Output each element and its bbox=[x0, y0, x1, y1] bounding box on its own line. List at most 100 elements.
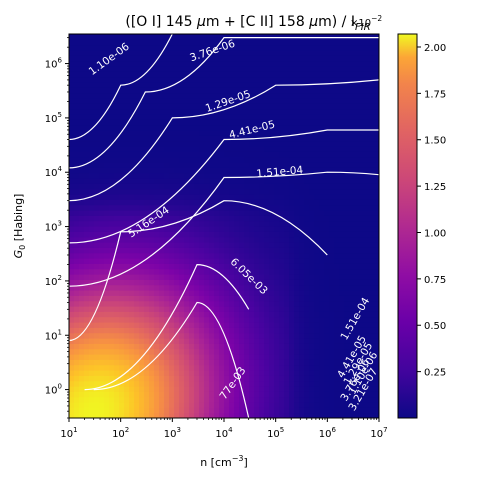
heatmap-cell bbox=[229, 359, 235, 366]
heatmap-cell bbox=[99, 210, 105, 216]
y-tick-label: 106 bbox=[45, 57, 63, 71]
heatmap-cell bbox=[189, 300, 195, 307]
heatmap-cell bbox=[344, 135, 350, 142]
heatmap-cell bbox=[334, 236, 340, 243]
heatmap-cell bbox=[184, 215, 190, 222]
heatmap-cell bbox=[209, 327, 215, 334]
heatmap-cell bbox=[84, 183, 90, 190]
heatmap-cell bbox=[264, 380, 270, 387]
heatmap-cell bbox=[209, 226, 215, 232]
heatmap-cell bbox=[224, 199, 230, 206]
heatmap-cell bbox=[189, 167, 195, 174]
heatmap-cell bbox=[374, 199, 379, 206]
heatmap-cell bbox=[194, 34, 200, 40]
heatmap-cell bbox=[104, 178, 110, 184]
heatmap-cell bbox=[274, 44, 280, 51]
heatmap-cell bbox=[369, 348, 375, 355]
heatmap-cell bbox=[174, 268, 180, 275]
heatmap-cell bbox=[214, 103, 220, 110]
heatmap-cell bbox=[189, 354, 195, 360]
heatmap-cell bbox=[194, 162, 200, 168]
heatmap-cell bbox=[129, 98, 135, 104]
heatmap-cell bbox=[269, 103, 275, 110]
heatmap-cell bbox=[344, 252, 350, 259]
heatmap-cell bbox=[89, 140, 95, 147]
heatmap-cell bbox=[234, 162, 240, 168]
heatmap-cell bbox=[354, 220, 360, 227]
heatmap-cell bbox=[244, 114, 250, 120]
heatmap-cell bbox=[69, 290, 75, 296]
heatmap-cell bbox=[274, 194, 280, 200]
heatmap-cell bbox=[84, 60, 90, 67]
heatmap-cell bbox=[139, 82, 145, 88]
heatmap-cell bbox=[184, 407, 190, 414]
heatmap-cell bbox=[314, 188, 320, 195]
heatmap-cell bbox=[339, 311, 345, 318]
heatmap-cell bbox=[334, 44, 340, 51]
heatmap-cell bbox=[289, 108, 295, 115]
heatmap-cell bbox=[229, 199, 235, 206]
heatmap-cell bbox=[184, 396, 190, 403]
heatmap-cell bbox=[294, 322, 300, 328]
heatmap-cell bbox=[164, 396, 170, 403]
heatmap-cell bbox=[339, 338, 345, 344]
heatmap-cell bbox=[149, 55, 155, 62]
heatmap-cell bbox=[354, 103, 360, 110]
heatmap-cell bbox=[74, 380, 80, 387]
heatmap-cell bbox=[214, 87, 220, 94]
heatmap-cell bbox=[154, 130, 160, 136]
heatmap-cell bbox=[294, 364, 300, 371]
heatmap-cell bbox=[274, 156, 280, 163]
heatmap-cell bbox=[114, 124, 120, 131]
heatmap-cell bbox=[374, 380, 379, 387]
heatmap-cell bbox=[159, 316, 165, 323]
heatmap-cell bbox=[79, 135, 85, 142]
heatmap-cell bbox=[259, 396, 265, 403]
heatmap-cell bbox=[319, 76, 325, 83]
heatmap-cell bbox=[189, 316, 195, 323]
heatmap-cell bbox=[284, 236, 290, 243]
heatmap-cell bbox=[289, 92, 295, 99]
heatmap-cell bbox=[154, 412, 160, 418]
heatmap-cell bbox=[139, 172, 145, 179]
heatmap-cell bbox=[319, 402, 325, 408]
heatmap-cell bbox=[79, 87, 85, 94]
heatmap-cell bbox=[339, 114, 345, 120]
heatmap-cell bbox=[104, 162, 110, 168]
heatmap-cell bbox=[254, 375, 260, 382]
heatmap-cell bbox=[224, 204, 230, 211]
heatmap-cell bbox=[319, 183, 325, 190]
heatmap-cell bbox=[334, 135, 340, 142]
heatmap-cell bbox=[89, 82, 95, 88]
heatmap-cell bbox=[354, 172, 360, 179]
heatmap-cell bbox=[284, 380, 290, 387]
heatmap-cell bbox=[174, 300, 180, 307]
heatmap-cell bbox=[74, 76, 80, 83]
heatmap-cell bbox=[169, 354, 175, 360]
heatmap-cell bbox=[369, 412, 375, 418]
heatmap-cell bbox=[144, 215, 150, 222]
heatmap-cell bbox=[289, 76, 295, 83]
heatmap-cell bbox=[114, 146, 120, 152]
heatmap-cell bbox=[349, 146, 355, 152]
heatmap-cell bbox=[194, 188, 200, 195]
heatmap-cell bbox=[89, 103, 95, 110]
heatmap-cell bbox=[149, 135, 155, 142]
heatmap-cell bbox=[214, 98, 220, 104]
heatmap-cell bbox=[219, 380, 225, 387]
heatmap-cell bbox=[174, 178, 180, 184]
heatmap-cell bbox=[254, 50, 260, 56]
heatmap-cell bbox=[139, 364, 145, 371]
heatmap-cell bbox=[344, 343, 350, 350]
heatmap-cell bbox=[99, 290, 105, 296]
heatmap-cell bbox=[244, 252, 250, 259]
heatmap-cell bbox=[119, 50, 125, 56]
heatmap-cell bbox=[344, 348, 350, 355]
heatmap-cell bbox=[309, 124, 315, 131]
heatmap-cell bbox=[359, 199, 365, 206]
heatmap-cell bbox=[304, 215, 310, 222]
heatmap-cell bbox=[349, 172, 355, 179]
heatmap-cell bbox=[99, 375, 105, 382]
heatmap-cell bbox=[314, 140, 320, 147]
heatmap-cell bbox=[129, 124, 135, 131]
